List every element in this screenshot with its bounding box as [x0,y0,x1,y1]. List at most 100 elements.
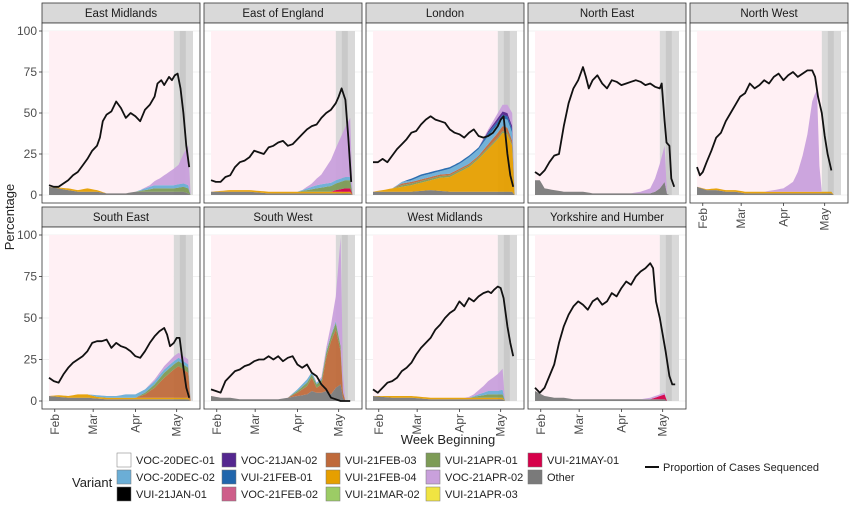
data-period-band [49,235,174,401]
cases-sequenced-line [696,69,833,177]
legend-label: VOC-21JAN-02 [241,455,317,467]
x-tick-label: Apr [614,414,628,433]
x-tick-label: Mar [734,208,748,229]
facet-title: South West [253,212,313,224]
legend-label: VUI-21FEB-01 [241,472,313,484]
facet-panel: South West Feb Mar Apr May [203,206,363,437]
panel-border [203,22,363,204]
x-tick-label: Apr [776,208,790,227]
variant-area [373,190,517,195]
x-tick-label: Feb [696,208,710,229]
legend-swatch [116,452,132,468]
y-tick-label: 100 [17,228,37,242]
cases-sequenced-line [48,72,191,188]
variant-area [535,180,679,195]
facet-panel: North West Feb Mar Apr May [689,2,849,231]
legend-item: VOC-21APR-02 [425,469,523,485]
panel-border [527,22,687,204]
legend-item: VOC-20DEC-01 [116,452,215,468]
x-tick-label: May [170,414,184,437]
variant-area [211,329,355,401]
x-tick-label: Apr [290,414,304,433]
facet-panel: South East 0 25 50 75 100 Feb Mar Apr May [17,206,201,437]
facet-panel: West Midlands Feb Mar Apr May [365,206,525,437]
data-period-band [373,235,498,401]
facet-title: East of England [242,8,323,20]
facet-title: London [426,8,464,20]
recent-weeks-band-inner [179,235,186,401]
variant-area [373,396,517,401]
legend-item: VUI-21MAY-01 [527,452,619,468]
variant-area [49,361,193,401]
legend-label: VOC-20DEC-02 [136,472,215,484]
x-tick-label: May [332,414,346,437]
x-tick-label: May [494,414,508,437]
legend-label: VOC-21FEB-02 [241,489,318,501]
legend-swatch [325,469,341,485]
legend-item: VUI-21APR-01 [425,452,518,468]
y-tick-label: 50 [24,311,38,325]
facet-panel: London [365,2,525,204]
x-tick-label: Apr [452,414,466,433]
x-tick-label: Apr [128,414,142,433]
legend-label: VUI-21FEB-03 [345,455,417,467]
legend-swatch [425,452,441,468]
x-tick-label: May [818,208,832,231]
variant-area [211,177,355,195]
cases-sequenced-line [534,66,676,188]
data-period-band [535,235,660,401]
variant-area [49,352,193,401]
legend-swatch [221,452,237,468]
legend-title: Variant [72,475,113,490]
recent-weeks-band-inner [341,235,348,401]
legend-label: VUI-21APR-01 [445,455,518,467]
facet-title: West Midlands [407,212,482,224]
variant-area [49,186,193,195]
variant-area [49,183,193,195]
facet-panel: East of England [203,2,363,204]
data-period-band [211,31,336,195]
variant-area [49,396,193,401]
legend: Variant VOC-20DEC-01 VOC-20DEC-02 VUI-21JA… [72,452,819,502]
x-tick-label: May [656,414,670,437]
panel-border [365,226,525,410]
facet-panel: East Midlands 0 25 50 75 100 [17,2,201,204]
variant-area [373,396,517,401]
legend-label: VUI-21JAN-01 [136,489,207,501]
recent-weeks-band-inner [827,31,834,195]
x-tick-label: Feb [372,414,386,435]
legend-swatch [527,452,543,468]
x-axis-title: Week Beginning [401,432,495,447]
y-tick-label: 75 [24,270,38,284]
legend-item: VUI-21FEB-03 [325,452,417,468]
cases-sequenced-line [210,355,351,402]
cases-sequenced-line [210,87,353,183]
y-tick-label: 0 [30,394,37,408]
cases-sequenced-line [48,327,191,398]
panel-border [527,226,687,410]
variant-area [373,117,517,195]
variant-area [535,145,679,195]
y-tick-label: 50 [24,106,38,120]
y-tick-label: 0 [30,188,37,202]
legend-swatch [116,486,132,502]
legend-item: VUI-21FEB-04 [325,469,417,485]
variant-area [697,186,841,195]
legend-label: VOC-20DEC-01 [136,455,215,467]
legend-label: Other [547,472,575,484]
facet-panel: North East [527,2,687,204]
x-tick-label: Mar [86,414,100,435]
x-tick-label: Feb [210,414,224,435]
x-tick-label: Feb [534,414,548,435]
y-tick-label: 100 [17,24,37,38]
facet-title: East Midlands [85,8,157,20]
panel-border [203,226,363,410]
legend-item: VUI-21MAR-02 [325,486,420,502]
recent-weeks-band-inner [665,235,672,401]
facet-panel: Yorkshire and Humber Feb Mar Apr May [527,206,687,437]
panel-border [365,22,525,204]
legend-swatch [425,469,441,485]
y-tick-label: 25 [24,353,38,367]
variant-area [697,186,841,195]
